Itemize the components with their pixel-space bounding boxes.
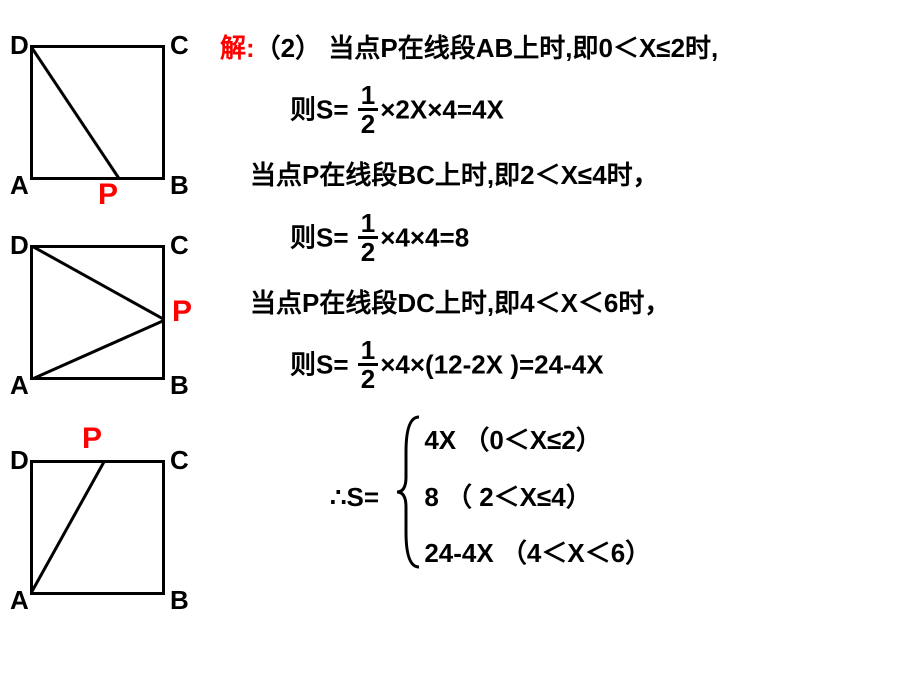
- label-d: D: [10, 445, 29, 476]
- piece-3: 24-4X （4＜X＜6）: [424, 525, 651, 581]
- therefore-label: ∴S=: [330, 479, 379, 515]
- fraction-icon: 1 2: [358, 82, 378, 137]
- s2-prefix: 则S=: [290, 222, 349, 252]
- s2-suffix: ×4×4=8: [380, 222, 469, 252]
- s3-prefix: 则S=: [290, 350, 349, 380]
- left-brace-icon: [394, 412, 424, 572]
- jie-label: 解:: [220, 33, 255, 63]
- label-b: B: [170, 370, 189, 401]
- case2-text: 当点P在线段BC上时,即2＜X≤4时，: [250, 160, 659, 190]
- label-p: P: [98, 178, 118, 212]
- label-a: A: [10, 370, 29, 401]
- label-c: C: [170, 230, 189, 261]
- label-b: B: [170, 585, 189, 616]
- fraction-icon: 1 2: [358, 337, 378, 392]
- case1-text: 当点P在线段AB上时,即0＜X≤2时,: [328, 33, 718, 63]
- line-s2: 则S= 1 2 ×4×4=8: [220, 212, 920, 267]
- line-s3: 则S= 1 2 ×4×(12-2X )=24-4X: [220, 339, 920, 394]
- diag2-lines: [30, 245, 165, 380]
- label-a: A: [10, 170, 29, 201]
- diagram-3: D C A B P: [10, 430, 210, 620]
- diag1-lines: [30, 45, 165, 180]
- piece-1: 4X （0＜X≤2）: [424, 412, 651, 468]
- part-label: （2）: [255, 33, 321, 63]
- diagram-2: D C A B P: [10, 230, 210, 420]
- solution-text: 解:（2） 当点P在线段AB上时,即0＜X≤2时, 则S= 1 2 ×2X×4=…: [220, 30, 920, 599]
- label-d: D: [10, 230, 29, 261]
- s1-suffix: ×2X×4=4X: [380, 95, 504, 125]
- label-d: D: [10, 30, 29, 61]
- label-p: P: [172, 295, 192, 329]
- piece-2: 8 （ 2＜X≤4）: [424, 469, 651, 525]
- label-p: P: [82, 422, 102, 456]
- label-a: A: [10, 585, 29, 616]
- diagram-1: D C A B P: [10, 30, 210, 220]
- fraction-icon: 1 2: [358, 210, 378, 265]
- brace-group: 4X （0＜X≤2） 8 （ 2＜X≤4） 24-4X （4＜X＜6）: [394, 412, 651, 581]
- line-case3: 当点P在线段DC上时,即4＜X＜6时，: [220, 285, 920, 321]
- case3-text: 当点P在线段DC上时,即4＜X＜6时，: [250, 288, 670, 318]
- diag3-lines: [30, 460, 165, 595]
- label-b: B: [170, 170, 189, 201]
- line-s1: 则S= 1 2 ×2X×4=4X: [220, 84, 920, 139]
- s1-prefix: 则S=: [290, 95, 349, 125]
- s3-suffix: ×4×(12-2X )=24-4X: [380, 350, 603, 380]
- line-piecewise: ∴S= 4X （0＜X≤2） 8 （ 2＜X≤4） 24-4X （4＜X＜6）: [220, 412, 920, 581]
- line-case2: 当点P在线段BC上时,即2＜X≤4时，: [220, 157, 920, 193]
- line-case1: 解:（2） 当点P在线段AB上时,即0＜X≤2时,: [220, 30, 920, 66]
- label-c: C: [170, 445, 189, 476]
- label-c: C: [170, 30, 189, 61]
- diagrams-panel: D C A B P D C A B P D C A B P: [10, 30, 210, 630]
